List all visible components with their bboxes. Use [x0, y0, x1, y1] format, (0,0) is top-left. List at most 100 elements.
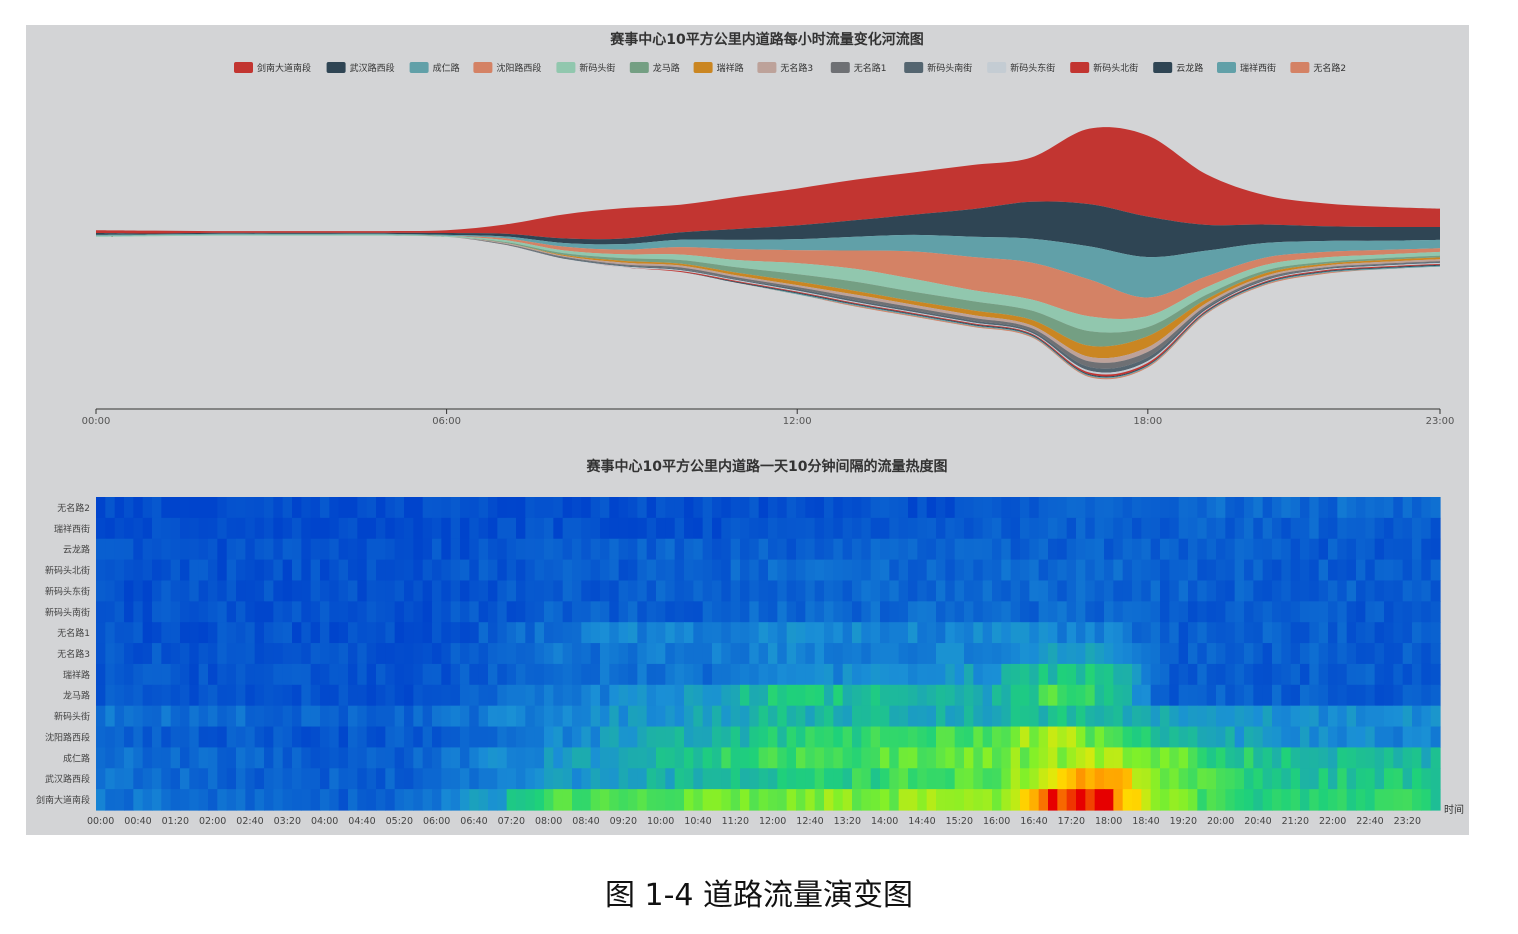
heatmap-cell[interactable]	[301, 768, 312, 790]
heatmap-cell[interactable]	[422, 663, 433, 686]
heatmap-cell[interactable]	[320, 559, 330, 582]
heatmap-cell[interactable]	[1281, 643, 1292, 665]
heatmap-cell[interactable]	[1393, 684, 1404, 707]
heatmap-cell[interactable]	[525, 538, 536, 561]
heatmap-cell[interactable]	[450, 622, 461, 644]
heatmap-cell[interactable]	[394, 789, 405, 811]
heatmap-cell[interactable]	[189, 643, 200, 665]
heatmap-cell[interactable]	[124, 643, 134, 665]
heatmap-cell[interactable]	[422, 559, 433, 582]
heatmap-cell[interactable]	[1141, 601, 1152, 623]
heatmap-cell[interactable]	[880, 601, 890, 623]
heatmap-cell[interactable]	[1122, 726, 1133, 748]
heatmap-cell[interactable]	[758, 497, 769, 519]
heatmap-cell[interactable]	[1066, 497, 1077, 519]
heatmap-cell[interactable]	[945, 517, 956, 540]
heatmap-cell[interactable]	[964, 643, 974, 665]
stream-layer[interactable]	[96, 234, 1440, 320]
heatmap-cell[interactable]	[1384, 643, 1394, 665]
heatmap-cell[interactable]	[553, 768, 564, 790]
heatmap-cell[interactable]	[954, 538, 965, 561]
heatmap-cell[interactable]	[1300, 601, 1310, 623]
heatmap-cell[interactable]	[1253, 663, 1264, 686]
heatmap-cell[interactable]	[1029, 768, 1040, 790]
heatmap-cell[interactable]	[301, 726, 312, 748]
heatmap-cell[interactable]	[814, 643, 825, 665]
heatmap-cell[interactable]	[665, 601, 676, 623]
heatmap-cell[interactable]	[1104, 726, 1114, 748]
heatmap-cell[interactable]	[1272, 497, 1282, 519]
heatmap-cell[interactable]	[786, 768, 797, 790]
heatmap-cell[interactable]	[1234, 559, 1245, 582]
heatmap-cell[interactable]	[572, 643, 582, 665]
heatmap-cell[interactable]	[1234, 663, 1245, 686]
heatmap-cell[interactable]	[553, 601, 564, 623]
heatmap-cell[interactable]	[198, 580, 209, 602]
heatmap-cell[interactable]	[1188, 726, 1198, 748]
heatmap-cell[interactable]	[254, 663, 265, 686]
heatmap-cell[interactable]	[637, 559, 648, 582]
heatmap-cell[interactable]	[796, 517, 806, 540]
heatmap-cell[interactable]	[152, 580, 162, 602]
heatmap-cell[interactable]	[1085, 601, 1096, 623]
heatmap-cell[interactable]	[208, 559, 218, 582]
heatmap-cell[interactable]	[273, 747, 284, 769]
heatmap-cell[interactable]	[142, 789, 153, 811]
heatmap-cell[interactable]	[936, 580, 946, 602]
heatmap-cell[interactable]	[1309, 559, 1320, 582]
heatmap-cell[interactable]	[777, 538, 788, 561]
heatmap-cell[interactable]	[226, 538, 237, 561]
heatmap-cell[interactable]	[721, 789, 732, 811]
heatmap-cell[interactable]	[581, 538, 592, 561]
heatmap-cell[interactable]	[469, 663, 480, 686]
heatmap-cell[interactable]	[945, 684, 956, 707]
heatmap-cell[interactable]	[1029, 559, 1040, 582]
heatmap-cell[interactable]	[1318, 663, 1329, 686]
heatmap-cell[interactable]	[1132, 663, 1142, 686]
heatmap-cell[interactable]	[348, 559, 358, 582]
heatmap-cell[interactable]	[161, 726, 172, 748]
heatmap-cell[interactable]	[1365, 684, 1376, 707]
heatmap-cell[interactable]	[441, 622, 452, 644]
heatmap-cell[interactable]	[1318, 789, 1329, 811]
heatmap-cell[interactable]	[1122, 643, 1133, 665]
heatmap-cell[interactable]	[329, 643, 340, 665]
heatmap-cell[interactable]	[1169, 663, 1180, 686]
heatmap-cell[interactable]	[264, 663, 274, 686]
heatmap-cell[interactable]	[1029, 622, 1040, 644]
heatmap-cell[interactable]	[357, 768, 368, 790]
heatmap-cell[interactable]	[264, 601, 274, 623]
heatmap-cell[interactable]	[553, 538, 564, 561]
heatmap-cell[interactable]	[1020, 538, 1030, 561]
heatmap-cell[interactable]	[786, 517, 797, 540]
heatmap-cell[interactable]	[254, 517, 265, 540]
heatmap-cell[interactable]	[786, 684, 797, 707]
heatmap-cell[interactable]	[208, 684, 218, 707]
heatmap-cell[interactable]	[96, 622, 106, 644]
heatmap-cell[interactable]	[1374, 643, 1385, 665]
heatmap-cell[interactable]	[1225, 684, 1236, 707]
heatmap-cell[interactable]	[394, 601, 405, 623]
heatmap-cell[interactable]	[1328, 580, 1338, 602]
heatmap-cell[interactable]	[152, 538, 162, 561]
heatmap-cell[interactable]	[245, 768, 256, 790]
heatmap-cell[interactable]	[628, 663, 638, 686]
heatmap-cell[interactable]	[973, 559, 984, 582]
heatmap-cell[interactable]	[254, 559, 265, 582]
heatmap-cell[interactable]	[590, 663, 601, 686]
heatmap-cell[interactable]	[1309, 643, 1320, 665]
heatmap-cell[interactable]	[422, 726, 433, 748]
heatmap-cell[interactable]	[217, 580, 228, 602]
heatmap-cell[interactable]	[282, 601, 293, 623]
heatmap-cell[interactable]	[1262, 663, 1273, 686]
heatmap-cell[interactable]	[609, 768, 620, 790]
heatmap-cell[interactable]	[1206, 726, 1217, 748]
heatmap-cell[interactable]	[1160, 768, 1170, 790]
heatmap-cell[interactable]	[740, 497, 750, 519]
heatmap-cell[interactable]	[1188, 517, 1198, 540]
heatmap-cell[interactable]	[170, 747, 181, 769]
heatmap-cell[interactable]	[693, 559, 704, 582]
heatmap-cell[interactable]	[1365, 768, 1376, 790]
heatmap-cell[interactable]	[1160, 497, 1170, 519]
heatmap-cell[interactable]	[404, 789, 414, 811]
